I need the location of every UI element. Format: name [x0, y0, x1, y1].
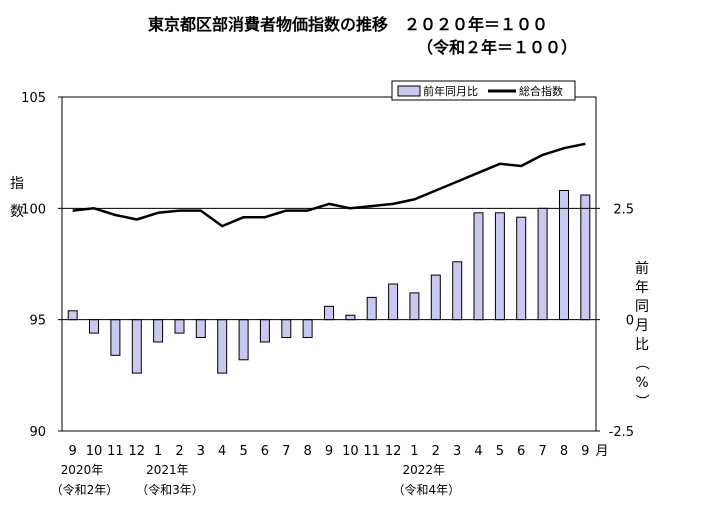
era-label-0: （令和2年）: [51, 482, 119, 497]
bar-22: [537, 207, 548, 321]
legend-bar-swatch: [397, 85, 421, 97]
bar-3: [131, 319, 142, 374]
x-axis-ticks: 9 10 11 12 1 2 3 4 5 6 7 8 9 10 11 12 1 2 3 4 5 6 7 8 9: [69, 444, 590, 459]
bar-18: [452, 261, 463, 321]
bar-9: [259, 319, 270, 343]
bar-4: [153, 319, 164, 343]
x-tick-label-5: 2: [175, 444, 183, 459]
era-label-1: （令和3年）: [136, 482, 204, 497]
year-labels: 2020年 （令和2年） 2021年 （令和3年） 2022年 （令和4年）: [51, 463, 460, 497]
left-axis-label: 指数: [10, 176, 24, 220]
bar-19: [473, 212, 484, 321]
x-tick-label-12: 9: [325, 444, 333, 459]
x-tick-label-4: 1: [154, 444, 162, 459]
bar-11: [302, 319, 313, 339]
year-label-1: 2021年: [146, 463, 189, 477]
bar-series: [67, 190, 591, 374]
left-axis-label-char-0: 指: [10, 176, 24, 192]
right-axis-label-char-3: 月: [635, 318, 649, 334]
x-tick-label-0: 9: [69, 444, 77, 459]
right-axis-label: 前年同月比 （% ）: [633, 260, 649, 408]
x-tick-label-1: 10: [86, 444, 103, 459]
year-label-0: 2020年: [61, 463, 104, 477]
right-tick-label-1: 0: [626, 314, 634, 329]
x-tick-label-23: 8: [560, 444, 568, 459]
right-axis-label-char-5: （: [633, 356, 649, 370]
x-tick-label-6: 3: [197, 444, 205, 459]
left-tick-label-0: 90: [29, 425, 46, 440]
bar-16: [409, 292, 420, 321]
legend-line-label: 総合指数: [519, 84, 563, 98]
left-tick-label-2: 100: [21, 202, 46, 217]
x-tick-label-9: 6: [261, 444, 269, 459]
bar-10: [281, 319, 292, 339]
x-tick-label-10: 7: [282, 444, 290, 459]
x-tick-label-24: 9: [581, 444, 589, 459]
x-tick-label-15: 12: [385, 444, 402, 459]
line-series: [72, 142, 586, 228]
bar-0: [67, 310, 78, 321]
x-tick-label-13: 10: [342, 444, 359, 459]
x-tick-label-18: 3: [453, 444, 461, 459]
right-axis-label-char-2: 同: [635, 299, 649, 315]
bar-21: [516, 216, 527, 321]
era-label-2: （令和4年）: [392, 482, 460, 497]
x-tick-label-19: 4: [474, 444, 482, 459]
x-tick-label-14: 11: [363, 444, 380, 459]
index-line: [72, 142, 586, 228]
plot-frame: [61, 96, 597, 432]
right-tick-label-2: 2.5: [613, 202, 634, 217]
bar-17: [430, 274, 441, 321]
bar-15: [388, 283, 399, 321]
x-tick-label-16: 1: [410, 444, 418, 459]
bar-14: [366, 296, 377, 321]
bar-8: [238, 319, 249, 361]
plot-area-border: [61, 96, 597, 432]
x-tick-label-21: 6: [517, 444, 525, 459]
x-tick-label-2: 11: [107, 444, 124, 459]
x-tick-label-8: 5: [239, 444, 247, 459]
right-axis-label-char-7: ）: [633, 394, 649, 408]
x-tick-label-3: 12: [129, 444, 146, 459]
bar-2: [110, 319, 121, 356]
legend-bar-label: 前年同月比: [423, 84, 478, 98]
left-tick-label-3: 105: [21, 91, 46, 106]
right-axis-label-char-4: 比: [635, 337, 649, 353]
bar-5: [174, 319, 185, 334]
bar-6: [195, 319, 206, 339]
legend: 前年同月比 総合指数: [391, 80, 576, 101]
x-tick-label-22: 7: [538, 444, 546, 459]
right-tick-label-0: -2.5: [609, 425, 634, 440]
chart-subtitle: （令和２年＝１００）: [417, 38, 577, 57]
right-axis-label-char-0: 前: [635, 260, 649, 277]
month-unit: 月: [595, 444, 608, 459]
x-tick-label-7: 4: [218, 444, 226, 459]
bar-13: [345, 314, 356, 321]
x-tick-label-17: 2: [432, 444, 440, 459]
year-label-2: 2022年: [402, 463, 445, 477]
bar-20: [494, 212, 505, 321]
chart-title: 東京都区部消費者物価指数の推移 ２０２０年＝１００: [148, 15, 548, 34]
bar-1: [89, 319, 99, 334]
bar-7: [217, 319, 228, 374]
left-axis-label-char-1: 数: [10, 204, 24, 220]
x-tick-label-11: 8: [303, 444, 311, 459]
left-tick-label-1: 95: [29, 314, 46, 329]
bar-24: [580, 194, 591, 321]
bar-12: [324, 305, 334, 321]
right-axis-label-char-1: 年: [635, 280, 649, 296]
bar-23: [559, 190, 569, 321]
x-tick-label-20: 5: [496, 444, 504, 459]
left-axis-ticks: 90 95 100 105: [21, 91, 62, 440]
right-axis-ticks: -2.5 0 2.5: [596, 202, 634, 440]
right-axis-label-char-6: %: [635, 375, 648, 391]
